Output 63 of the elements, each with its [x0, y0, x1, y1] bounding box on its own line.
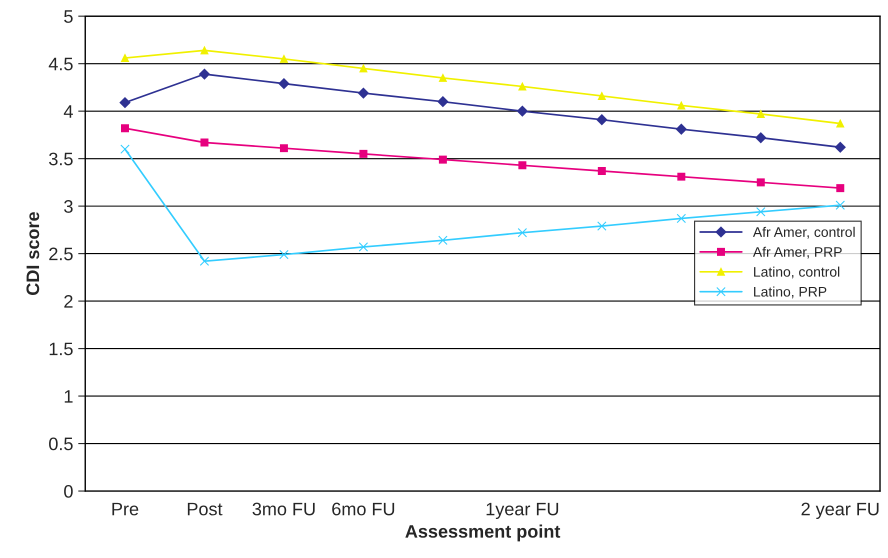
point	[437, 96, 448, 108]
point	[278, 78, 290, 90]
x-tick-label: 6mo FU	[332, 502, 394, 516]
point	[596, 114, 608, 126]
point	[518, 161, 526, 170]
point	[279, 250, 289, 260]
x-tick-label: 3mo FU	[252, 502, 315, 516]
x-tick-label: 1year FU	[486, 502, 558, 519]
y-tick-label: 0	[64, 484, 73, 498]
point	[677, 101, 686, 110]
y-tick-label: 1	[64, 390, 73, 403]
point	[200, 138, 208, 146]
y-tick-label: 3.5	[49, 152, 73, 166]
point	[438, 74, 447, 82]
point	[836, 184, 844, 192]
point	[836, 200, 845, 210]
point	[200, 256, 210, 266]
point	[120, 124, 129, 132]
point	[756, 207, 766, 217]
y-tick-label: 4.5	[48, 58, 73, 70]
point	[518, 82, 526, 90]
point	[676, 214, 686, 224]
point	[677, 172, 686, 181]
y-tick-label: 1.5	[50, 342, 73, 356]
x-tick-label: Pre	[112, 502, 138, 516]
point	[598, 92, 606, 100]
point	[834, 142, 846, 153]
y-axis-title: CDI score	[26, 212, 40, 296]
legend-label: Latino, PRP	[754, 286, 826, 298]
point	[120, 97, 130, 108]
legend-label: Afr Amer, PRP	[752, 246, 842, 259]
y-tick-label: 2.5	[49, 248, 73, 260]
point	[358, 88, 369, 99]
point	[438, 156, 447, 164]
y-tick-label: 3	[64, 200, 73, 213]
y-tick-label: 2	[64, 295, 73, 308]
y-tick-label: 4	[64, 105, 73, 118]
point	[120, 54, 129, 62]
point	[199, 68, 210, 80]
x-tick-label: Post	[188, 502, 222, 516]
x-axis-title: Assessment point	[405, 524, 560, 542]
point	[598, 166, 606, 175]
point	[518, 228, 528, 238]
point	[836, 120, 844, 128]
legend-label: Latino, control	[754, 266, 840, 278]
x-tick-label: 2 year FU	[802, 502, 879, 519]
point	[756, 178, 765, 186]
point	[280, 54, 288, 63]
point	[120, 144, 130, 154]
point	[438, 236, 448, 245]
point	[756, 110, 765, 118]
point	[516, 106, 528, 117]
point	[359, 150, 368, 158]
legend-label: Afr Amer, control	[752, 226, 855, 239]
point	[755, 132, 766, 144]
y-tick-label: 5	[64, 10, 73, 23]
point	[597, 221, 607, 231]
point	[358, 242, 368, 252]
point	[200, 46, 208, 54]
point	[280, 144, 288, 152]
y-tick-label: 0.5	[49, 437, 73, 450]
point	[676, 124, 687, 135]
point	[359, 64, 368, 72]
